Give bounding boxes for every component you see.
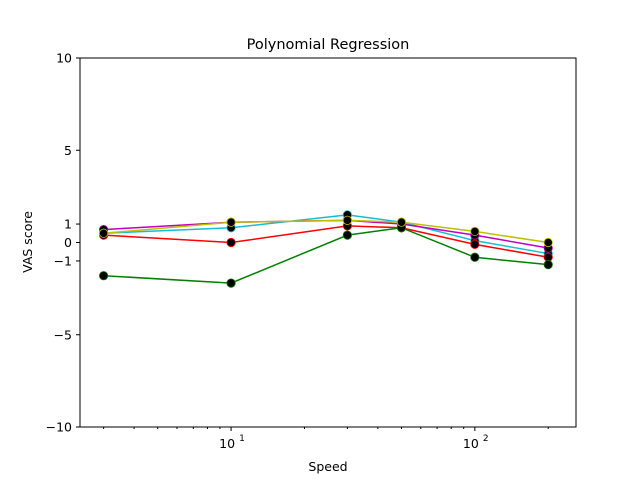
y-axis-label: VAS score (20, 211, 35, 273)
data-point (342, 215, 352, 225)
data-point (226, 217, 236, 227)
y-tick-label: 10 (56, 51, 72, 66)
data-point (470, 226, 480, 237)
data-point (226, 237, 236, 248)
data-point (99, 271, 109, 281)
y-tick-label: 5 (64, 143, 72, 158)
data-point (342, 230, 352, 240)
chart-title: Polynomial Regression (247, 37, 410, 53)
data-point (470, 252, 480, 262)
x-tick-label: 10 (219, 436, 235, 451)
series-line-4 (103, 226, 549, 284)
data-point (226, 278, 236, 288)
x-tick-exponent: 2 (483, 434, 489, 444)
data-point (470, 239, 480, 249)
data-point (543, 237, 553, 248)
y-tick-label: 1 (64, 217, 72, 232)
y-tick-label: 0 (64, 235, 72, 250)
data-point (543, 260, 553, 270)
y-tick-label: −10 (46, 420, 72, 435)
series-layer (103, 214, 549, 284)
y-tick-label: −5 (54, 327, 72, 342)
x-tick-exponent: 1 (239, 434, 245, 444)
series-line-1 (103, 214, 549, 255)
series-line-5 (103, 219, 549, 244)
y-tick-label: −1 (54, 253, 72, 268)
data-point (396, 217, 407, 227)
x-axis-label: Speed (308, 459, 347, 474)
data-point (99, 228, 109, 238)
x-tick-label: 10 (463, 436, 479, 451)
series-line-3 (103, 225, 549, 258)
marker-layer (99, 210, 553, 288)
x-axis: 10 1 10 2 (103, 427, 549, 451)
